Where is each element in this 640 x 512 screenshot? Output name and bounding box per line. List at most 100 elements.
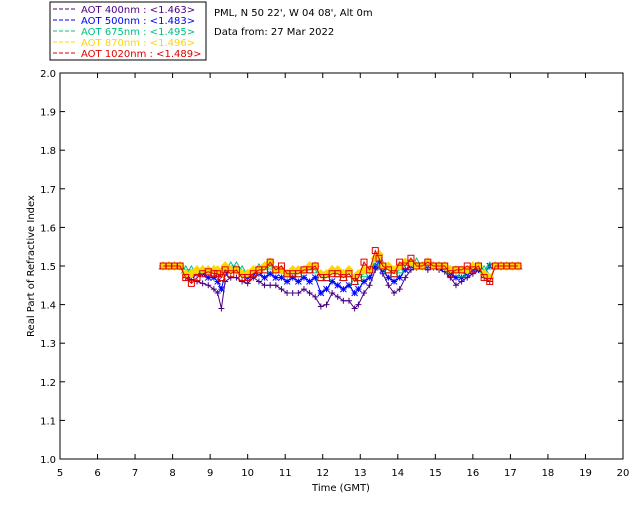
series-layer	[158, 247, 523, 312]
data-point	[390, 278, 398, 285]
data-point	[187, 279, 195, 287]
data-point	[204, 274, 212, 281]
data-point	[385, 274, 392, 281]
data-point	[239, 278, 246, 285]
data-point	[514, 262, 522, 270]
data-point	[441, 262, 449, 270]
data-point	[355, 285, 362, 293]
x-tick-label: 10	[241, 468, 254, 479]
x-tick-label: 12	[316, 468, 329, 479]
data-point	[351, 305, 358, 312]
data-point	[289, 274, 297, 281]
data-point	[217, 274, 225, 282]
site-info: PML, N 50 22', W 04 08', Alt 0m Data fro…	[214, 8, 373, 38]
data-point	[329, 290, 336, 297]
y-tick-label: 1.8	[40, 146, 56, 157]
data-point	[401, 266, 409, 274]
y-tick-label: 1.4	[40, 301, 56, 312]
data-point	[446, 270, 454, 278]
data-point	[205, 282, 212, 289]
data-point	[218, 285, 225, 293]
data-point	[401, 262, 409, 270]
data-point	[391, 290, 398, 297]
data-point	[463, 262, 471, 270]
y-tick-label: 1.2	[40, 378, 56, 389]
legend-label: AOT 1020nm : <1.489>	[81, 49, 201, 60]
data-point	[345, 270, 353, 278]
data-point	[375, 254, 383, 262]
data-point	[360, 278, 368, 285]
data-point	[214, 290, 221, 297]
data-point	[418, 262, 426, 270]
data-point	[452, 282, 459, 289]
data-point	[452, 274, 460, 281]
data-point	[334, 281, 342, 289]
data-point	[233, 274, 240, 281]
series-5	[159, 247, 522, 287]
data-point	[469, 266, 477, 274]
data-point	[346, 297, 353, 304]
x-axis-title: Time (GMT)	[311, 483, 370, 494]
data-point	[366, 282, 373, 289]
y-tick-label: 2.0	[40, 69, 56, 80]
data-point	[193, 274, 201, 282]
data-point	[458, 274, 465, 281]
data-point	[312, 293, 319, 300]
data-point	[283, 278, 291, 285]
data-point	[340, 297, 347, 304]
x-tick-label: 7	[132, 468, 138, 479]
x-tick-label: 20	[617, 468, 630, 479]
data-point	[272, 266, 280, 274]
y-tick-label: 1.7	[40, 185, 56, 196]
data-point	[311, 274, 319, 281]
x-tick-label: 16	[466, 468, 479, 479]
data-point	[384, 266, 392, 274]
data-point	[351, 277, 359, 285]
data-point	[284, 290, 291, 297]
data-point	[221, 266, 229, 274]
data-point	[323, 285, 330, 293]
y-tick-label: 1.5	[40, 262, 56, 273]
legend-label: AOT 870nm : <1.496>	[81, 38, 195, 49]
data-point	[361, 290, 368, 297]
data-point	[210, 286, 217, 293]
site-info-location: PML, N 50 22', W 04 08', Alt 0m	[214, 8, 373, 19]
data-point	[371, 262, 379, 270]
data-point	[402, 274, 409, 281]
data-point	[261, 282, 268, 289]
data-point	[474, 262, 482, 270]
data-point	[390, 270, 398, 278]
data-point	[339, 274, 347, 282]
data-point	[227, 270, 235, 278]
x-tick-label: 11	[279, 468, 292, 479]
x-tick-label: 19	[579, 468, 592, 479]
data-point	[210, 270, 218, 278]
data-point	[244, 274, 252, 282]
data-point	[186, 269, 197, 279]
x-tick-label: 18	[542, 468, 555, 479]
data-point	[366, 266, 374, 274]
legend-box	[49, 1, 207, 61]
data-point	[214, 270, 222, 278]
data-point	[261, 266, 269, 274]
x-tick-label: 15	[429, 468, 442, 479]
data-point	[295, 290, 302, 297]
data-point	[317, 289, 325, 297]
data-point	[244, 280, 251, 287]
data-point	[255, 278, 262, 285]
data-point	[366, 274, 374, 281]
data-point	[193, 278, 200, 285]
data-point	[227, 274, 234, 281]
y-tick-label: 1.6	[40, 223, 56, 234]
x-tick-label: 6	[94, 468, 100, 479]
data-point	[375, 258, 383, 266]
data-point	[486, 277, 494, 285]
legend-entries: AOT 400nm : <1.463>AOT 500nm : <1.483>AO…	[53, 5, 201, 60]
data-point	[300, 274, 308, 281]
data-point	[272, 282, 279, 289]
data-point	[294, 278, 302, 285]
data-point	[334, 293, 341, 300]
data-point	[277, 262, 285, 270]
